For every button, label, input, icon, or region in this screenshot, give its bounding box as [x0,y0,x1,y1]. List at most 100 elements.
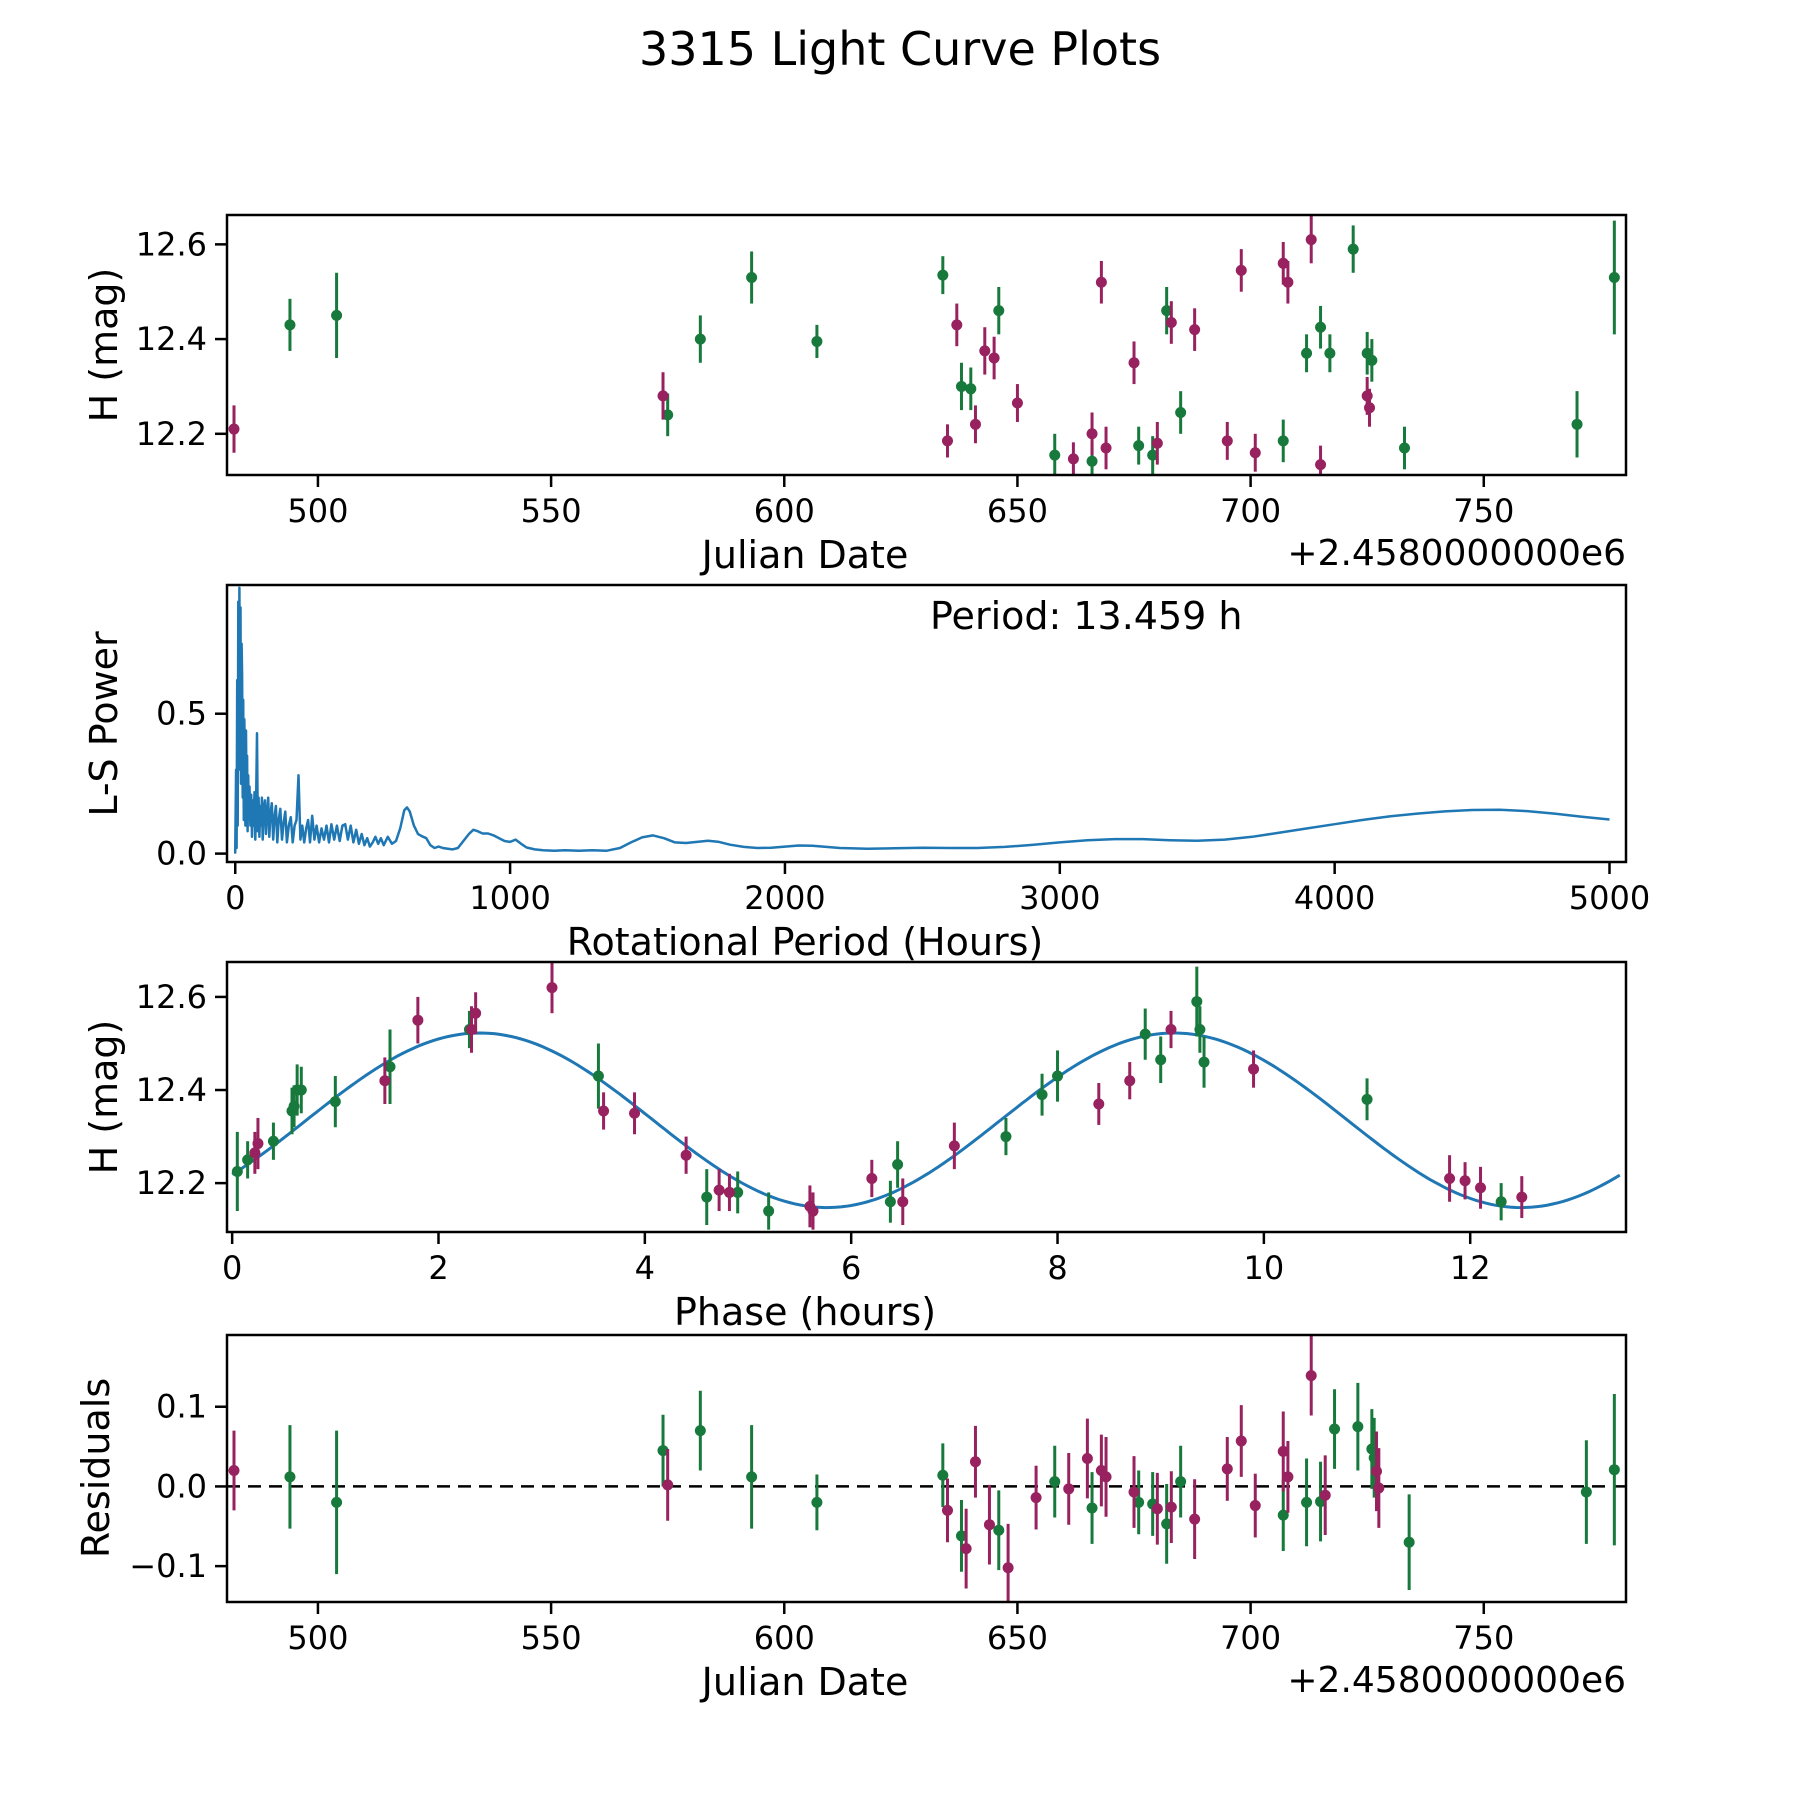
data-point [1095,276,1107,288]
data-point [937,1469,949,1481]
x-tick-label: 650 [987,492,1048,530]
data-point [1175,1476,1187,1488]
period-annotation: Period: 13.459 h [930,594,1243,638]
data-point [284,1471,296,1483]
data-point [1165,1024,1177,1035]
data-point [1049,1476,1061,1488]
data-point [1249,447,1261,459]
y-tick-label: −0.1 [129,1547,207,1585]
data-point [937,269,949,281]
data-point [1030,1492,1042,1504]
jd_lightcurve-filter-1-green [284,220,1620,475]
x-tick-label: 1000 [469,879,550,917]
periodogram-xlabel: Rotational Period (Hours) [566,920,1044,964]
data-point [1189,1513,1201,1525]
jd-plot-ylabel: H (mag) [82,267,126,423]
data-point [941,435,953,447]
data-point [694,1425,706,1437]
phase_curve-frame [225,960,1628,1234]
data-point [1151,437,1163,449]
data-point [807,1205,819,1217]
x-tick-label: 5000 [1569,879,1650,917]
data-point [1235,264,1247,276]
x-tick-label: 2 [428,1249,448,1287]
data-point [242,1154,254,1166]
data-point [1139,1028,1151,1040]
data-point [1352,1421,1364,1433]
data-point [1221,1463,1233,1475]
data-point [993,1524,1005,1536]
data-point [1221,435,1233,447]
data-point [1282,276,1294,288]
data-point [965,383,977,395]
data-point [1347,243,1359,255]
residuals-ylabel: Residuals [74,1377,118,1559]
data-point [892,1159,904,1170]
y-tick-label: 12.6 [136,978,207,1016]
data-point [1305,1370,1317,1382]
y-tick-label: 12.2 [136,415,207,453]
x-tick-label: 12 [1450,1249,1491,1287]
data-point [1580,1486,1592,1498]
jd-plot-offset-text: +2.4580000000e6 [1287,533,1626,574]
data-point [592,1070,604,1082]
data-point [1165,317,1177,329]
jd-plot-xlabel: Julian Date [701,533,909,577]
periodogram-frame [225,583,1628,864]
x-tick-label: 500 [287,492,348,530]
data-point [1319,1489,1331,1501]
data-point [1189,324,1201,336]
data-point [1128,357,1140,369]
data-point [1329,1423,1341,1435]
data-point [1315,459,1327,471]
data-point [1366,354,1378,366]
data-point [1361,1093,1373,1105]
data-point [941,1504,953,1516]
data-point [1165,1501,1177,1513]
data-point [680,1149,692,1161]
data-point [1011,397,1023,409]
data-point [546,982,558,994]
x-tick-label: 650 [987,1619,1048,1657]
data-point [1249,1500,1261,1512]
data-point [1444,1172,1456,1184]
y-tick-label: 0.0 [156,1467,207,1505]
data-point [1155,1054,1167,1066]
data-point [948,1140,960,1152]
data-point [1128,1486,1140,1498]
data-point [629,1107,641,1119]
data-point [1608,1464,1620,1476]
data-point [1364,402,1376,414]
residuals-filter-1-green [284,1382,1620,1591]
data-point [983,1519,995,1531]
x-tick-label: 4 [635,1249,655,1287]
data-point [231,1165,243,1177]
data-point [951,319,963,331]
data-point [252,1138,264,1150]
data-point [1086,1502,1098,1514]
residuals-filter-2-purple [228,1335,1385,1602]
data-point [228,423,240,435]
data-point [1315,321,1327,333]
x-tick-label: 750 [1453,1619,1514,1657]
data-point [955,380,967,392]
data-point [1403,1536,1415,1548]
x-tick-label: 6 [841,1249,861,1287]
data-point [1124,1075,1136,1087]
y-tick-label: 12.6 [136,225,207,263]
data-point [331,1496,343,1508]
x-tick-label: 500 [287,1619,348,1657]
data-point [1036,1089,1048,1101]
data-point [1049,449,1061,461]
data-point [1133,440,1145,452]
data-point [746,272,758,284]
data-point [811,335,823,347]
data-point [969,1456,981,1468]
data-point [1081,1453,1093,1465]
data-point [412,1014,424,1026]
data-point [1248,1063,1260,1075]
periodogram-ylabel: L-S Power [82,631,126,817]
data-point [1063,1483,1075,1495]
x-tick-label: 550 [521,1619,582,1657]
